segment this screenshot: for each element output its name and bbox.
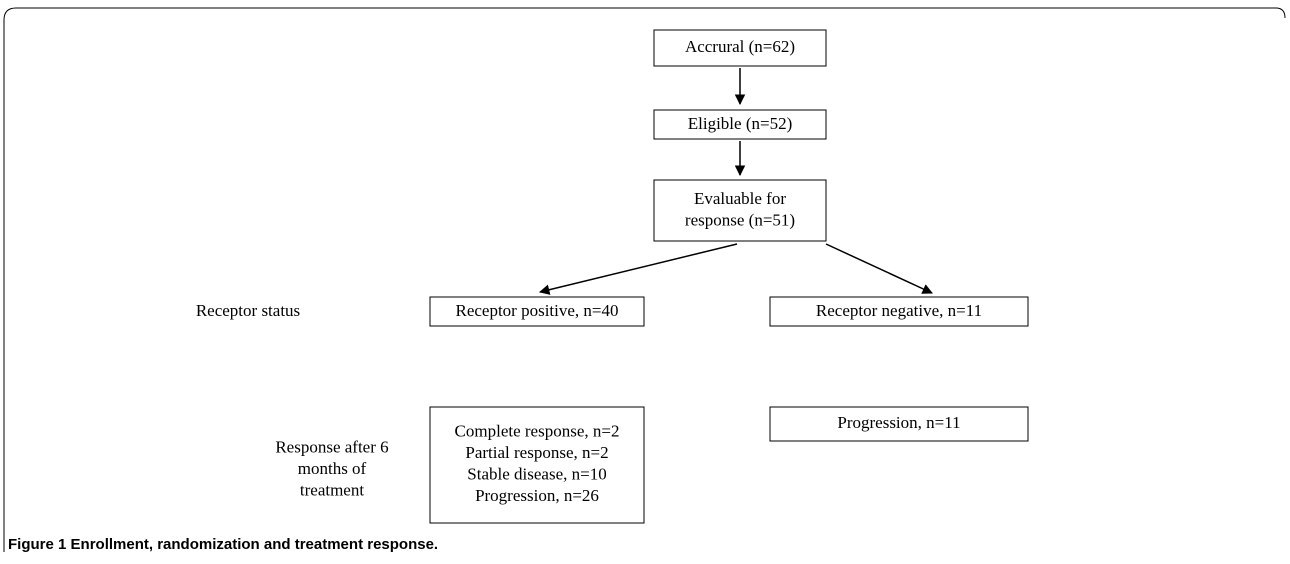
box-response-positive (429, 406, 645, 524)
caption-text: Enrollment, randomization and treatment … (71, 536, 439, 553)
caption: Figure 1 Enrollment, randomization and t… (8, 536, 438, 553)
label-line: Receptor status (196, 301, 300, 320)
label-line: Receptor negative, n=11 (816, 301, 982, 320)
box-eligible (653, 109, 827, 140)
label-line: Complete response, n=2 (455, 422, 620, 441)
box-receptor-negative (769, 296, 1029, 327)
box-response-negative (769, 406, 1029, 442)
box-evaluable (653, 179, 827, 242)
label-line: Eligible (n=52) (688, 114, 792, 133)
label-line: Response after 6 (275, 437, 388, 456)
caption-label: Figure 1 (8, 536, 66, 553)
box-receptor-positive (429, 296, 645, 327)
arrow (825, 243, 933, 294)
label-line: Stable disease, n=10 (467, 465, 606, 484)
label-line: treatment (300, 480, 364, 499)
label-line: Evaluable for (694, 189, 786, 208)
label-line: Accrural (n=62) (685, 37, 795, 56)
label-line: response (n=51) (685, 211, 795, 230)
label-line: Progression, n=26 (475, 486, 599, 505)
frame (3, 7, 1286, 552)
label-line: months of (298, 459, 367, 478)
labels: Accrural (n=62) Eligible (n=52) Evaluable … (196, 37, 982, 505)
arrow (538, 243, 738, 295)
label-line: Receptor positive, n=40 (455, 301, 618, 320)
label-line: Progression, n=11 (837, 413, 960, 432)
label-line: Partial response, n=2 (465, 443, 608, 462)
box-accrual (653, 29, 827, 67)
